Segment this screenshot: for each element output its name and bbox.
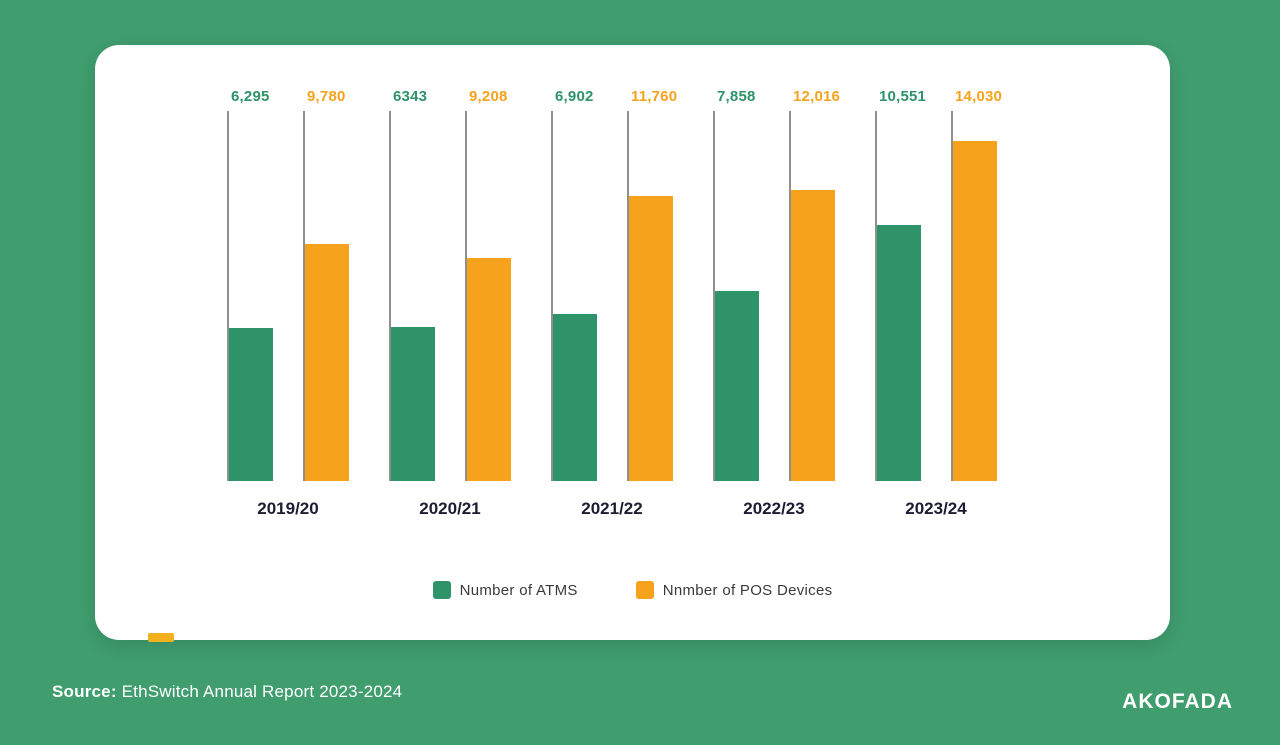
legend-swatch-atms (432, 581, 451, 599)
bar-atms (715, 291, 759, 481)
bar-value-label: 6,295 (231, 88, 270, 105)
source-note: Source: EthSwitch Annual Report 2023-202… (52, 682, 402, 702)
bar-pos (953, 141, 997, 481)
bar-axis-line (627, 111, 629, 481)
chart-card: 6,295 9,780 2019/20 6343 9,208 2020/21 6,902 11… (95, 45, 1170, 640)
bar-unit-atms: 10,551 (875, 88, 926, 481)
bar-pos (791, 190, 835, 481)
category-label: 2023/24 (905, 499, 967, 518)
bar-unit-atms: 7,858 (713, 88, 759, 481)
bar-group: 6,902 11,760 2021/22 (551, 88, 677, 518)
brand-logo: AKOFADA (1122, 690, 1233, 713)
bar-group: 6,295 9,780 2019/20 (227, 88, 349, 518)
bar-axis-line (465, 111, 467, 481)
bar-atms (877, 225, 921, 481)
bar-unit-pos: 12,016 (789, 88, 840, 481)
bar-axis-line (875, 111, 877, 481)
category-label: 2021/22 (581, 499, 643, 518)
bar-group: 10,551 14,030 2023/24 (875, 88, 1002, 518)
category-label: 2019/20 (257, 499, 319, 518)
source-label: Source: (52, 682, 117, 701)
bar-value-label: 12,016 (793, 88, 841, 105)
bar-unit-pos: 14,030 (951, 88, 1002, 481)
bar-atms (553, 314, 597, 481)
bar-axis-line (389, 111, 391, 481)
legend-item-pos: Nnmber of POS Devices (635, 581, 833, 599)
bar-unit-atms: 6343 (389, 88, 435, 481)
bar-axis-line (303, 111, 305, 481)
bar-unit-pos: 9,208 (465, 88, 511, 481)
legend-swatch-pos (635, 581, 654, 599)
bar-value-label: 6,902 (555, 88, 594, 105)
bar-axis-line (227, 111, 229, 481)
accent-mark (148, 633, 174, 642)
bar-value-label: 9,208 (469, 88, 508, 105)
bar-unit-atms: 6,902 (551, 88, 597, 481)
bar-pos (629, 196, 673, 481)
bar-group: 6343 9,208 2020/21 (389, 88, 511, 518)
bar-value-label: 6343 (393, 88, 428, 105)
bar-chart: 6,295 9,780 2019/20 6343 9,208 2020/21 6,902 11… (227, 88, 1002, 518)
bar-axis-line (551, 111, 553, 481)
bar-pos (305, 244, 349, 481)
bar-unit-pos: 11,760 (627, 88, 677, 481)
bar-atms (229, 328, 273, 481)
bar-value-label: 7,858 (717, 88, 756, 105)
bar-value-label: 11,760 (631, 88, 678, 105)
bar-value-label: 9,780 (307, 88, 346, 105)
bar-atms (391, 327, 435, 481)
bar-value-label: 14,030 (955, 88, 1003, 105)
legend-item-atms: Number of ATMS (432, 581, 578, 599)
bar-axis-line (713, 111, 715, 481)
category-label: 2020/21 (419, 499, 481, 518)
source-text: EthSwitch Annual Report 2023-2024 (116, 682, 403, 701)
bar-value-label: 10,551 (879, 88, 927, 105)
bar-unit-atms: 6,295 (227, 88, 273, 481)
legend-label-pos: Nnmber of POS Devices (662, 581, 833, 599)
legend-label-atms: Number of ATMS (459, 581, 578, 599)
bar-pos (467, 258, 511, 481)
chart-legend: Number of ATMS Nnmber of POS Devices (95, 581, 1170, 599)
bar-group: 7,858 12,016 2022/23 (713, 88, 840, 518)
bar-axis-line (789, 111, 791, 481)
bar-unit-pos: 9,780 (303, 88, 349, 481)
bar-axis-line (951, 111, 953, 481)
category-label: 2022/23 (743, 499, 805, 518)
